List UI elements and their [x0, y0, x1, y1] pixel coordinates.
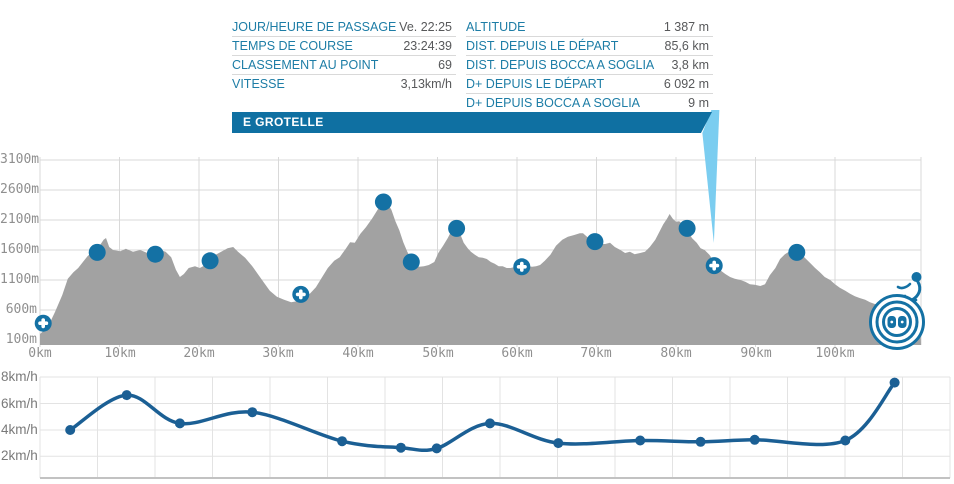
stat-label: VITESSE	[232, 77, 285, 91]
stat-value: 69	[438, 57, 452, 72]
stat-value: 85,6 km	[664, 38, 709, 53]
stat-label: TEMPS DE COURSE	[232, 38, 353, 53]
elevation-xtick: 50km	[422, 346, 454, 361]
speed-point[interactable]	[337, 436, 348, 447]
stat-value: 6 092 m	[663, 76, 709, 91]
speed-ytick: 2km/h	[1, 448, 38, 463]
position-stats-table: ALTITUDE 1 387 m DIST. DEPUIS LE DÉPART …	[466, 18, 713, 113]
finish-marker-icon[interactable]	[869, 272, 925, 350]
elevation-ytick: 1600m	[0, 242, 40, 257]
elevation-area	[40, 202, 921, 345]
current-checkpoint-banner: E GROTELLE	[232, 112, 712, 133]
speed-point[interactable]	[749, 434, 760, 445]
checkpoint-dot-marker[interactable]	[448, 219, 466, 237]
speed-line	[68, 380, 897, 453]
stat-value: 3,13km/h	[400, 77, 452, 91]
elevation-xtick: 70km	[580, 346, 612, 361]
aid-station-marker[interactable]	[705, 257, 723, 275]
speed-point[interactable]	[485, 418, 495, 429]
checkpoint-dot-marker[interactable]	[586, 233, 604, 251]
stat-label: DIST. DEPUIS BOCCA A SOGLIA	[466, 57, 655, 72]
checkpoint-dot-marker[interactable]	[678, 219, 696, 237]
stat-value: 1 387 m	[663, 19, 709, 34]
stat-row-dist-from-start: DIST. DEPUIS LE DÉPART 85,6 km	[466, 37, 713, 56]
stat-value: 3,8 km	[671, 57, 709, 72]
speed-point[interactable]	[65, 425, 76, 435]
stat-row-dplus-from-last-cp: D+ DEPUIS BOCCA A SOGLIA 9 m	[466, 94, 713, 113]
current-position-callout-pointer	[702, 110, 720, 243]
stat-row-passage-time: JOUR/HEURE DE PASSAGE Ve. 22:25	[232, 18, 456, 37]
stat-row-rank: CLASSEMENT AU POINT 69	[232, 56, 456, 75]
elevation-xtick: 30km	[262, 346, 294, 361]
aid-station-marker[interactable]	[34, 314, 52, 332]
aid-station-marker[interactable]	[513, 258, 531, 276]
stat-label: DIST. DEPUIS LE DÉPART	[466, 38, 619, 53]
checkpoint-dot-marker[interactable]	[201, 252, 219, 270]
stat-row-race-time: TEMPS DE COURSE 23:24:39	[232, 37, 456, 56]
stat-value: Ve. 22:25	[399, 19, 452, 34]
elevation-ytick: 100m	[5, 332, 37, 347]
stat-label: CLASSEMENT AU POINT	[232, 57, 379, 72]
speed-ytick: 8km/h	[1, 369, 38, 384]
speed-point[interactable]	[431, 443, 442, 454]
stat-row-altitude: ALTITUDE 1 387 m	[466, 18, 713, 37]
elevation-xtick: 80km	[660, 346, 692, 361]
elevation-ytick: 1100m	[0, 272, 40, 287]
elevation-xtick: 60km	[501, 346, 533, 361]
speed-point[interactable]	[553, 438, 564, 449]
elevation-xtick: 100km	[815, 346, 855, 361]
speed-ytick: 4km/h	[1, 422, 38, 437]
stat-value: 23:24:39	[403, 38, 452, 53]
stat-value: 9 m	[688, 96, 709, 110]
elevation-ytick: 2100m	[0, 212, 40, 227]
elevation-ytick: 600m	[5, 302, 37, 317]
stat-label: ALTITUDE	[466, 19, 526, 34]
checkpoint-dot-marker[interactable]	[402, 253, 420, 271]
elevation-xtick: 10km	[104, 346, 136, 361]
stat-row-dist-from-last-cp: DIST. DEPUIS BOCCA A SOGLIA 3,8 km	[466, 56, 713, 75]
speed-point[interactable]	[840, 435, 851, 446]
speed-point[interactable]	[889, 377, 900, 388]
checkpoint-dot-marker[interactable]	[146, 245, 164, 263]
current-checkpoint-name: E GROTELLE	[243, 115, 324, 129]
passage-stats-table: JOUR/HEURE DE PASSAGE Ve. 22:25 TEMPS DE…	[232, 18, 456, 94]
speed-point[interactable]	[247, 407, 258, 418]
speed-point[interactable]	[635, 435, 646, 446]
speed-point[interactable]	[121, 390, 132, 401]
stat-row-dplus-from-start: D+ DEPUIS LE DÉPART 6 092 m	[466, 75, 713, 94]
checkpoint-dot-marker[interactable]	[374, 193, 392, 211]
stat-label: JOUR/HEURE DE PASSAGE	[232, 19, 397, 34]
elevation-xtick: 40km	[342, 346, 374, 361]
stat-label: D+ DEPUIS LE DÉPART	[466, 76, 605, 91]
stat-label: D+ DEPUIS BOCCA A SOGLIA	[466, 96, 641, 110]
stat-row-speed: VITESSE 3,13km/h	[232, 75, 456, 94]
aid-station-marker[interactable]	[292, 285, 310, 303]
elevation-xtick: 20km	[183, 346, 215, 361]
speed-ytick: 6km/h	[1, 396, 38, 411]
elevation-ytick: 3100m	[0, 152, 40, 167]
elevation-xtick: 0km	[28, 346, 52, 361]
elevation-xtick: 90km	[740, 346, 772, 361]
speed-point[interactable]	[695, 436, 706, 447]
checkpoint-dot-marker[interactable]	[788, 243, 806, 261]
speed-point[interactable]	[174, 418, 185, 429]
checkpoint-dot-marker[interactable]	[88, 243, 106, 261]
speed-point[interactable]	[395, 442, 406, 453]
elevation-ytick: 2600m	[0, 182, 40, 197]
